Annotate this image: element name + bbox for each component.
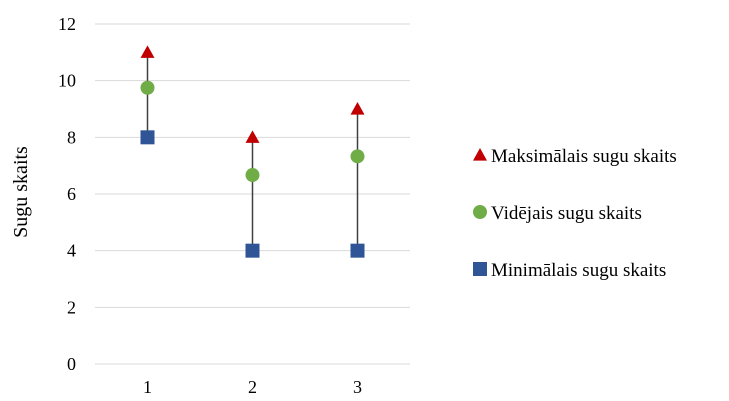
y-axis-ticks: 0 2 4 6 8 10 12: [58, 14, 76, 374]
y-tick-label: 10: [58, 71, 76, 91]
y-tick-label: 12: [58, 14, 76, 34]
triangle-legend-icon: [473, 148, 487, 161]
x-tick-label: 3: [353, 377, 362, 397]
square-point: [245, 243, 260, 258]
legend-label: Maksimālais sugu skaits: [491, 146, 677, 167]
circle-point: [350, 149, 365, 164]
triangle-point: [140, 45, 155, 58]
x-tick-label: 1: [143, 377, 152, 397]
legend-label: Minimālais sugu skaits: [491, 260, 666, 281]
triangle-point: [350, 102, 365, 115]
legend-item: Minimālais sugu skaits: [473, 260, 666, 281]
circle-legend-icon: [473, 205, 487, 219]
y-tick-label: 8: [67, 127, 76, 147]
circle-point: [140, 80, 155, 95]
data-points: [140, 45, 365, 258]
circle-point: [245, 168, 260, 183]
square-point: [140, 130, 155, 145]
legend-item: Vidējais sugu skaits: [473, 203, 642, 224]
y-tick-label: 4: [67, 241, 76, 261]
y-axis-title: Sugu skaits: [10, 146, 32, 238]
y-tick-label: 6: [67, 184, 76, 204]
range-lines: [146, 52, 359, 251]
square-legend-icon: [473, 262, 487, 276]
y-tick-label: 0: [67, 354, 76, 374]
triangle-point: [245, 130, 260, 143]
legend-item: Maksimālais sugu skaits: [473, 146, 677, 167]
legend: Maksimālais sugu skaits Vidējais sugu ska…: [473, 146, 677, 281]
y-tick-label: 2: [67, 297, 76, 317]
legend-label: Vidējais sugu skaits: [491, 203, 642, 224]
square-point: [350, 243, 365, 258]
x-tick-label: 2: [248, 377, 257, 397]
x-axis-ticks: 1 2 3: [143, 377, 362, 397]
